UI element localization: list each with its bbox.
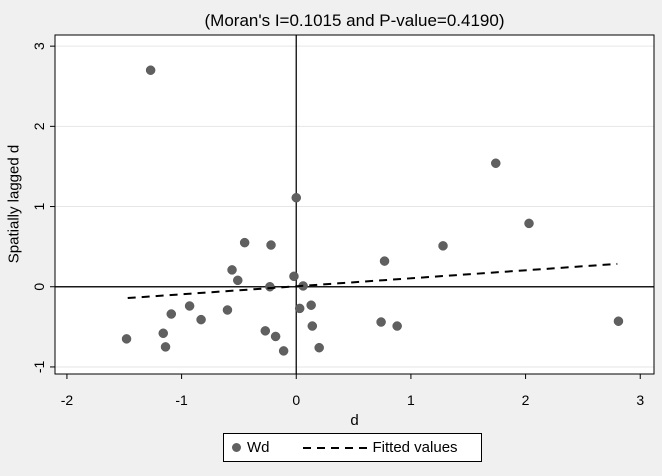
x-tick-label: 2 bbox=[522, 392, 530, 408]
x-axis-label: d bbox=[350, 412, 359, 429]
y-tick-label: 1 bbox=[31, 202, 47, 210]
data-point bbox=[438, 241, 448, 251]
data-point bbox=[145, 65, 156, 75]
y-tick-label: 3 bbox=[31, 42, 47, 50]
data-point bbox=[307, 321, 318, 331]
data-point bbox=[306, 300, 316, 310]
plot-background bbox=[55, 35, 654, 374]
data-point bbox=[222, 305, 233, 315]
data-point bbox=[270, 331, 281, 342]
data-point bbox=[196, 314, 206, 325]
data-point bbox=[392, 321, 402, 331]
y-tick-label: 2 bbox=[31, 122, 47, 130]
x-tick-label: 1 bbox=[407, 392, 415, 408]
data-point bbox=[160, 342, 171, 352]
legend: Wd Fitted values bbox=[223, 433, 482, 462]
data-point bbox=[491, 158, 501, 168]
data-point bbox=[294, 303, 305, 314]
data-point bbox=[184, 301, 195, 311]
data-point bbox=[314, 342, 324, 353]
x-tick-label: 0 bbox=[292, 392, 300, 408]
x-tick-label: -2 bbox=[61, 392, 74, 408]
data-point bbox=[524, 218, 534, 229]
data-point bbox=[227, 265, 237, 275]
data-point bbox=[289, 271, 299, 282]
data-point bbox=[265, 281, 275, 292]
data-point bbox=[291, 192, 302, 203]
y-tick-label: -1 bbox=[31, 361, 47, 374]
data-point bbox=[613, 316, 624, 326]
scatter-marker-legend-icon bbox=[232, 443, 241, 452]
dashed-line-legend-icon bbox=[302, 446, 367, 449]
data-point bbox=[278, 346, 289, 356]
data-point bbox=[121, 334, 132, 344]
data-point bbox=[260, 326, 271, 336]
data-point bbox=[266, 240, 276, 250]
data-point bbox=[233, 275, 243, 286]
x-tick-label: 3 bbox=[636, 392, 644, 408]
data-point bbox=[239, 237, 250, 248]
plot-border bbox=[54, 34, 655, 375]
legend-label-wd: Wd bbox=[247, 439, 270, 456]
y-tick-label: 0 bbox=[31, 283, 47, 291]
data-point bbox=[166, 309, 177, 319]
legend-label-fitted-values: Fitted values bbox=[372, 439, 458, 456]
x-tick-label: -1 bbox=[175, 392, 188, 408]
data-point bbox=[376, 317, 386, 327]
chart-title: (Moran's I=0.1015 and P-value=0.4190) bbox=[204, 11, 505, 30]
data-point bbox=[158, 328, 168, 339]
fitted-line bbox=[127, 262, 618, 300]
data-point bbox=[379, 256, 390, 266]
